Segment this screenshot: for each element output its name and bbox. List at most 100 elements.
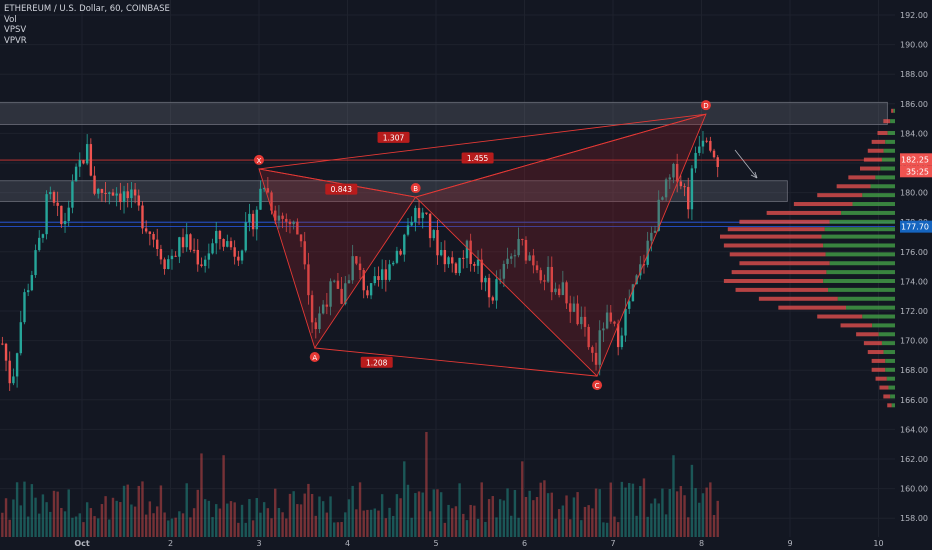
x-tick-label: 3 [256, 539, 261, 548]
y-tick-label: 160.00 [900, 485, 928, 494]
harmonic-pattern[interactable]: X A B C D 0.843 1.307 1.455 1.208 [254, 100, 711, 391]
candle-body [543, 280, 546, 282]
candle-body [119, 193, 122, 203]
candle-body [358, 263, 362, 271]
candle-body [167, 259, 170, 270]
resistance-zone-1[interactable] [0, 101, 888, 125]
profile-bar-up [887, 131, 895, 135]
candle-body [432, 230, 435, 239]
candle-body [569, 303, 572, 312]
time-axis[interactable]: Oct 2 3 4 5 6 7 8 9 10 [74, 539, 883, 548]
volume-bar [572, 497, 576, 537]
candle-body [108, 192, 111, 194]
candle-body [336, 280, 340, 289]
candle-body [380, 269, 384, 281]
candle-body [716, 157, 719, 167]
candle-body [159, 249, 163, 260]
volume-bar [672, 455, 675, 537]
profile-bar-up [888, 385, 895, 390]
candle-body [67, 207, 70, 222]
candle-body [576, 303, 579, 325]
candle-body [89, 144, 93, 176]
volume-bar [8, 519, 11, 537]
volume-bar [215, 504, 218, 537]
price-tags: 182.25 35:25 177.70 [900, 153, 932, 233]
candle-body [85, 144, 89, 164]
bar-countdown-tag-bg [900, 165, 932, 178]
candle-body [333, 280, 336, 282]
candlesticks [1, 130, 719, 391]
candle-body [285, 218, 288, 222]
volume-bar [255, 497, 258, 537]
candle-body [244, 222, 247, 251]
candle-body [498, 278, 502, 280]
profile-bar-up [829, 219, 895, 224]
candle-body [12, 376, 15, 384]
volume-bar [333, 522, 336, 537]
profile-bar-down [877, 131, 888, 135]
volume-bar [34, 497, 37, 537]
volume-bar [329, 496, 332, 537]
volume-bar [344, 512, 347, 537]
candle-body [97, 188, 100, 194]
symbol-title[interactable]: ETHEREUM / U.S. Dollar, 60, COINBASE [4, 4, 170, 14]
volume-bar [513, 489, 517, 537]
bar-countdown-tag: 35:25 [906, 167, 929, 176]
indicator-vol[interactable]: Vol [4, 14, 17, 25]
candle-body [410, 222, 413, 226]
profile-bar-down [879, 385, 889, 390]
volume-bar [321, 501, 325, 537]
candle-body [274, 210, 277, 221]
y-tick-label: 192.00 [900, 11, 928, 20]
candle-body [200, 264, 203, 266]
candle-body [580, 316, 583, 325]
projection-arrow-head [750, 171, 758, 179]
volume-bar [108, 519, 111, 537]
volume-bar [355, 509, 358, 537]
volume-bar [281, 512, 284, 537]
candle-body [130, 189, 133, 199]
candle-body [639, 264, 642, 276]
candle-body [4, 343, 8, 361]
volume-bar [620, 481, 624, 537]
volume-bar [119, 502, 122, 537]
volume-bar [229, 501, 233, 537]
pattern-point-marker [309, 352, 320, 362]
volume-bar [200, 453, 203, 537]
volume-bar [377, 510, 380, 537]
volume-bar [314, 515, 317, 537]
x-tick-label: 10 [873, 539, 883, 548]
indicator-vpsv[interactable]: VPSV [4, 25, 27, 35]
volume-bar [259, 512, 262, 537]
profile-bar-up [890, 119, 895, 124]
candle-body [255, 209, 258, 230]
candle-body [344, 283, 347, 304]
profile-bar-down [766, 210, 842, 215]
ratio-label-box [461, 152, 494, 164]
volume-bar [646, 516, 649, 537]
volume-bar [546, 493, 550, 537]
volume-bar [19, 505, 22, 537]
volume-bar [683, 495, 686, 537]
candle-body [624, 308, 627, 336]
candle-body [148, 231, 152, 234]
volume-bar [639, 486, 642, 537]
indicator-vpvr[interactable]: VPVR [4, 35, 27, 46]
profile-bar-down [891, 108, 894, 113]
x-tick-label: 5 [433, 539, 438, 548]
candle-body [49, 191, 52, 195]
profile-bar-down [871, 367, 886, 372]
volume-bar [661, 488, 664, 537]
profile-bar-up [883, 148, 895, 153]
candle-body [690, 168, 694, 210]
volume-bar [380, 494, 384, 537]
candle-body [616, 323, 620, 348]
profile-bar-down [848, 175, 876, 180]
resistance-zone-2[interactable] [0, 180, 788, 202]
candle-body [436, 230, 439, 256]
candle-body [532, 255, 535, 266]
profile-bar-up [846, 305, 895, 310]
current-price-tag: 182.25 [901, 155, 929, 164]
candle-body [510, 256, 513, 259]
